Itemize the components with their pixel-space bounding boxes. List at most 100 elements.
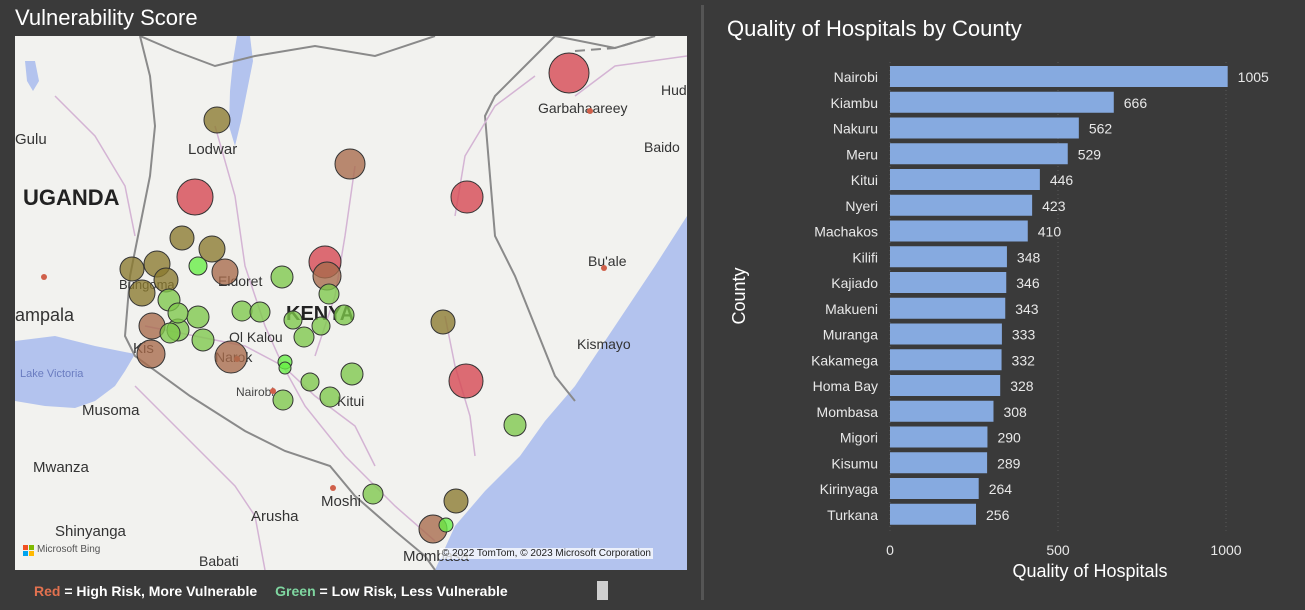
category-label: Migori (840, 430, 878, 446)
vulnerability-map[interactable]: UGANDA KENYA Gulu Lodwar Garbahaareey Hud Baid… (15, 36, 687, 570)
map-marker[interactable] (362, 483, 384, 505)
map-marker[interactable] (270, 265, 294, 289)
data-label: 290 (997, 430, 1021, 446)
map-marker[interactable] (319, 386, 341, 408)
category-label: Kakamega (811, 352, 878, 368)
map-label-nairobi: Nairobi (236, 385, 274, 399)
map-marker[interactable] (153, 267, 179, 293)
map-marker[interactable] (128, 279, 156, 307)
category-label: Kisumu (831, 455, 878, 471)
bar-mombasa[interactable] (890, 400, 994, 422)
data-label: 666 (1124, 95, 1148, 111)
data-label: 289 (997, 455, 1021, 471)
bar-nakuru[interactable] (890, 117, 1079, 139)
category-label: Kirinyaga (820, 481, 879, 497)
map-marker[interactable] (188, 256, 208, 276)
bing-brand: Microsoft Bing (37, 544, 101, 555)
map-marker[interactable] (548, 52, 590, 94)
map-label-ampala: ampala (15, 305, 75, 325)
map-attribution: © 2022 TomTom, © 2023 Microsoft Corporat… (439, 548, 653, 559)
bar-migori[interactable] (890, 426, 988, 448)
legend-red-word: Red (34, 583, 61, 599)
legend-scrollbar[interactable] (597, 581, 608, 600)
bar-kirinyaga[interactable] (890, 478, 979, 499)
map-marker[interactable] (438, 517, 454, 533)
map-label-garbahaareey: Garbahaareey (538, 100, 628, 116)
x-tick-label: 0 (886, 542, 894, 558)
map-label-uganda: UGANDA (23, 185, 120, 210)
bar-makueni[interactable] (890, 297, 1006, 319)
map-marker[interactable] (283, 310, 303, 330)
bar-kisumu[interactable] (890, 452, 988, 474)
bar-meru[interactable] (890, 143, 1068, 165)
data-label: 562 (1089, 121, 1113, 137)
data-label: 348 (1017, 249, 1041, 265)
map-label-moshi: Moshi (321, 493, 361, 510)
map-marker[interactable] (334, 148, 366, 180)
map-marker[interactable] (318, 283, 340, 305)
map-marker[interactable] (167, 302, 189, 324)
map-marker[interactable] (249, 301, 271, 323)
hospital-quality-panel: Quality of Hospitals by County Nairobi 10… (705, 0, 1305, 610)
map-marker[interactable] (450, 180, 484, 214)
category-label: Nyeri (845, 198, 878, 214)
bar-kilifi[interactable] (890, 246, 1007, 268)
city-dot-icon (601, 265, 607, 271)
map-marker[interactable] (300, 372, 320, 392)
map-marker[interactable] (293, 326, 315, 348)
y-axis-title: County (729, 267, 749, 324)
map-marker[interactable] (211, 258, 239, 286)
category-label: Kajiado (831, 275, 878, 291)
map-marker[interactable] (159, 322, 181, 344)
bar-turkana[interactable] (890, 503, 977, 525)
map-marker[interactable] (176, 178, 214, 216)
bar-kakamega[interactable] (890, 349, 1002, 371)
map-marker[interactable] (231, 300, 253, 322)
map-canvas[interactable]: UGANDAKENYAGuluLodwarGarbahaareeyHudBaid… (15, 36, 687, 570)
x-tick-label: 500 (1046, 542, 1070, 558)
bar-kiambu[interactable] (890, 91, 1114, 113)
city-dot-icon (587, 108, 593, 114)
map-marker[interactable] (169, 225, 195, 251)
data-label: 346 (1016, 275, 1040, 291)
category-label: Kiambu (831, 95, 878, 111)
bar-muranga[interactable] (890, 323, 1002, 345)
map-marker[interactable] (333, 304, 355, 326)
indian-ocean (435, 216, 687, 570)
data-label: 332 (1012, 352, 1036, 368)
bar-nyeri[interactable] (890, 194, 1033, 216)
map-marker[interactable] (448, 363, 484, 399)
map-marker[interactable] (191, 328, 215, 352)
map-marker[interactable] (186, 305, 210, 329)
lake-victoria (15, 336, 135, 408)
map-marker[interactable] (278, 361, 292, 375)
bar-nairobi[interactable] (890, 66, 1228, 87)
lake-albert (25, 61, 39, 91)
bar-machakos[interactable] (890, 220, 1028, 242)
bar-kitui[interactable] (890, 169, 1040, 190)
map-marker[interactable] (136, 339, 166, 369)
map-marker[interactable] (503, 413, 527, 437)
category-label: Mombasa (817, 404, 879, 420)
map-marker[interactable] (443, 488, 469, 514)
city-dot-icon (41, 274, 47, 280)
bar-kajiado[interactable] (890, 272, 1007, 293)
category-label: Nairobi (834, 69, 878, 85)
category-label: Meru (846, 146, 878, 162)
category-label: Kilifi (852, 249, 878, 265)
data-label: 529 (1078, 146, 1102, 162)
city-dot-icon (330, 485, 336, 491)
panel-divider (701, 5, 704, 600)
map-marker[interactable] (119, 256, 145, 282)
map-marker[interactable] (203, 106, 231, 134)
map-label-baido: Baido (644, 139, 680, 155)
map-marker[interactable] (311, 316, 331, 336)
map-marker[interactable] (214, 340, 248, 374)
bar-homa-bay[interactable] (890, 375, 1001, 396)
map-marker[interactable] (340, 362, 364, 386)
map-marker[interactable] (272, 389, 294, 411)
category-label: Nakuru (833, 121, 878, 137)
map-marker[interactable] (198, 235, 226, 263)
map-marker[interactable] (430, 309, 456, 335)
data-label: 333 (1012, 327, 1036, 343)
